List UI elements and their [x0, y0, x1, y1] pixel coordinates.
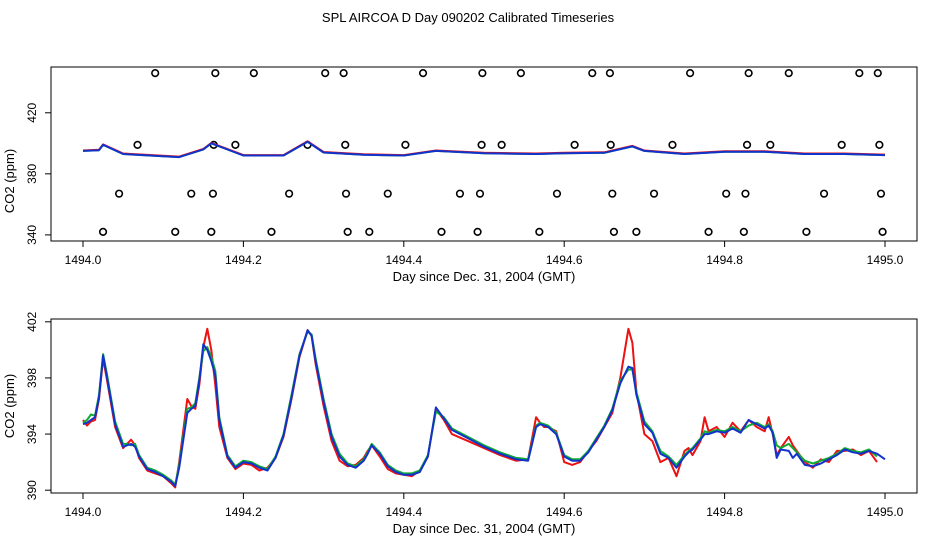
scatter-point [341, 189, 351, 198]
bottom-y-tick-label: 394 [25, 424, 39, 444]
scatter-point [606, 140, 615, 149]
bottom-x-axis-label: Day since Dec. 31, 2004 (GMT) [393, 521, 576, 536]
scatter-point [171, 227, 180, 236]
scatter-point [477, 140, 486, 149]
scatter-point [875, 140, 884, 149]
scatter-point [766, 140, 775, 149]
top-y-tick-label: 340 [25, 225, 39, 245]
scatter-point [516, 69, 525, 78]
scatter-point [878, 227, 887, 236]
bottom-x-axis: 1494.0 1494.2 1494.4 1494.6 1494.8 1495.0 [65, 493, 904, 519]
scatter-point [341, 140, 350, 149]
scatter-point [267, 227, 276, 236]
bottom-y-tick-label: 398 [25, 368, 39, 388]
scatter-point [98, 227, 108, 236]
top-x-tick-label: 1494.2 [225, 253, 262, 267]
top-panel: 340 380 420 1494.0 1494.2 1494.4 1494.6 1494.8… [2, 66, 918, 284]
scatter-point [151, 69, 160, 78]
top-plot-frame [50, 66, 918, 242]
scatter-point [455, 189, 465, 198]
scatter-point [570, 140, 579, 149]
scatter-point [649, 189, 659, 198]
scatter-point [114, 189, 124, 198]
scatter-point [401, 140, 410, 149]
figure-title: SPL AIRCOA D Day 090202 Calibrated Times… [322, 10, 615, 25]
scatter-point [722, 189, 731, 198]
top-y-tick-label: 420 [25, 102, 39, 122]
top-x-tick-label: 1494.0 [65, 253, 102, 267]
scatter-point [609, 227, 619, 236]
top-x-axis-label: Day since Dec. 31, 2004 (GMT) [393, 269, 576, 284]
scatter-point [365, 227, 374, 236]
scatter-point [686, 69, 695, 78]
top-y-axis: 340 380 420 [25, 102, 51, 245]
scatter-point [133, 140, 142, 149]
scatter-point [321, 69, 330, 78]
scatter-point [632, 227, 641, 236]
scatter-point [437, 227, 446, 236]
scatter-point [497, 140, 506, 149]
bottom-line-series [82, 327, 886, 489]
top-line-blue [82, 140, 886, 159]
scatter-point [552, 189, 562, 198]
scatter-point [208, 189, 218, 198]
scatter-point [873, 69, 882, 78]
bottom-x-tick-label: 1495.0 [867, 505, 904, 519]
bottom-x-tick-label: 1494.2 [225, 505, 262, 519]
top-scatter-series [98, 69, 887, 236]
scatter-point [383, 189, 392, 198]
bottom-x-tick-label: 1494.6 [546, 505, 583, 519]
scatter-point [535, 227, 544, 236]
scatter-point [605, 69, 615, 78]
scatter-point [742, 140, 752, 149]
scatter-point [668, 140, 677, 149]
top-x-tick-label: 1495.0 [867, 253, 904, 267]
scatter-point [343, 227, 352, 236]
top-line-series [82, 140, 886, 159]
scatter-point [819, 189, 829, 198]
scatter-point [802, 227, 811, 236]
bottom-y-tick-label: 402 [25, 311, 39, 331]
scatter-point [876, 189, 886, 198]
top-y-axis-label: CO2 (ppm) [2, 149, 17, 213]
bottom-y-axis: 390 394 398 402 [25, 311, 51, 500]
scatter-point [475, 189, 485, 198]
scatter-point [784, 69, 793, 78]
top-x-tick-label: 1494.6 [546, 253, 583, 267]
bottom-x-tick-label: 1494.0 [65, 505, 102, 519]
bottom-y-axis-label: CO2 (ppm) [2, 374, 17, 438]
scatter-point [339, 69, 348, 78]
top-x-axis: 1494.0 1494.2 1494.4 1494.6 1494.8 1495.0 [65, 241, 904, 267]
scatter-point [249, 69, 258, 78]
scatter-point [744, 69, 753, 78]
bottom-line-blue [82, 329, 886, 487]
scatter-point [207, 227, 216, 236]
bottom-plot-frame [50, 318, 918, 494]
scatter-point [588, 69, 597, 78]
scatter-point [837, 140, 846, 149]
scatter-point [418, 69, 428, 78]
scatter-point [211, 69, 220, 78]
bottom-y-tick-label: 390 [25, 480, 39, 500]
scatter-point [478, 69, 487, 78]
scatter-point [285, 189, 294, 198]
scatter-point [187, 189, 196, 198]
top-x-tick-label: 1494.4 [385, 253, 422, 267]
top-x-tick-label: 1494.8 [706, 253, 743, 267]
scatter-point [473, 227, 482, 236]
scatter-point [855, 69, 864, 78]
scatter-point [231, 140, 240, 149]
bottom-x-tick-label: 1494.4 [385, 505, 422, 519]
scatter-point [608, 189, 617, 198]
bottom-x-tick-label: 1494.8 [706, 505, 743, 519]
scatter-point [741, 189, 750, 198]
scatter-point [704, 227, 713, 236]
scatter-point [739, 227, 748, 236]
top-y-tick-label: 380 [25, 164, 39, 184]
